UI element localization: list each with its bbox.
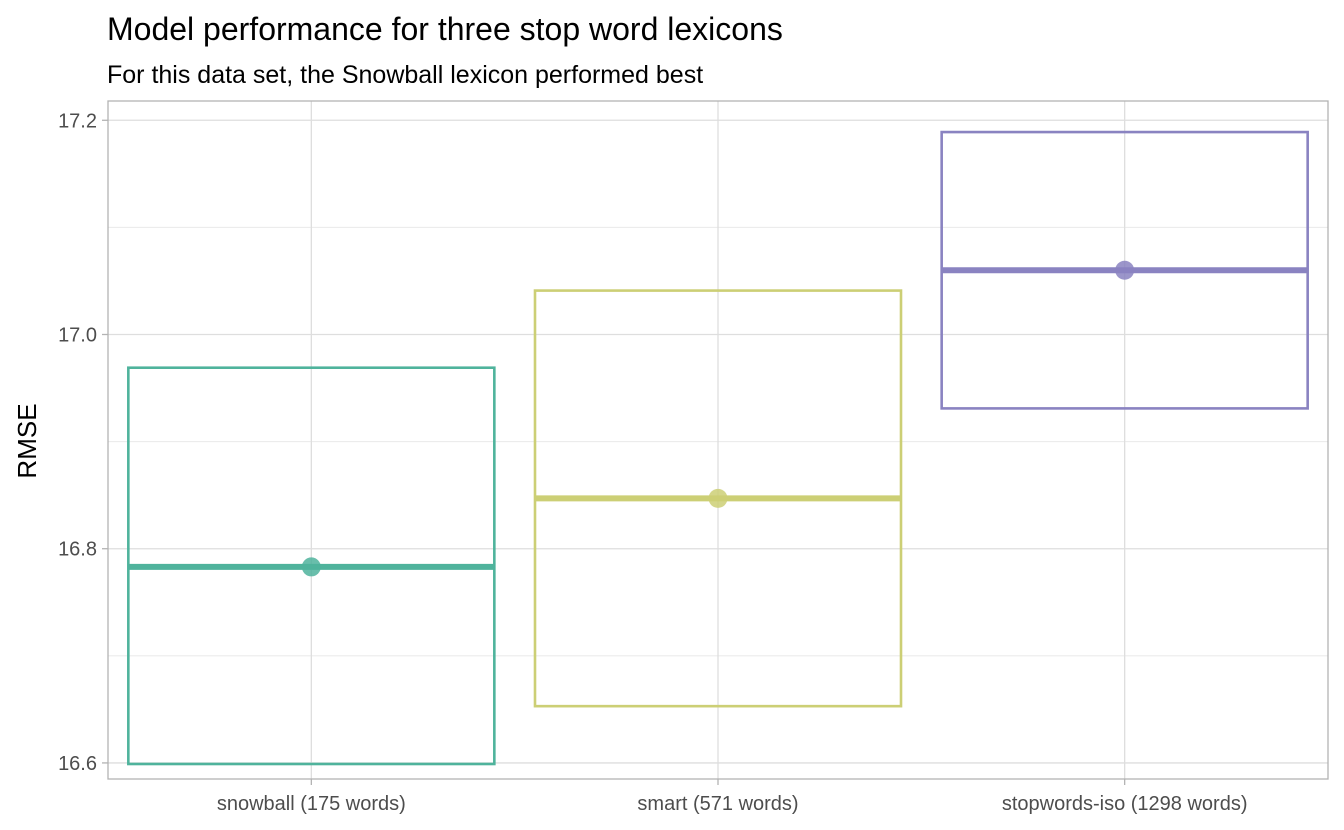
y-axis-title: RMSE bbox=[12, 403, 42, 478]
chart-subtitle: For this data set, the Snowball lexicon … bbox=[107, 61, 703, 89]
mean-point-1 bbox=[708, 488, 728, 508]
y-tick-label-3: 17.2 bbox=[58, 110, 97, 132]
mean-point-0 bbox=[301, 557, 321, 577]
x-tick-label-0: snowball (175 words) bbox=[217, 793, 406, 815]
x-tick-label-2: stopwords-iso (1298 words) bbox=[1002, 793, 1248, 815]
plot-area: 16.6 16.8 17.0 17.2 snowball (175 words) smar… bbox=[58, 100, 1329, 815]
y-tick-label-2: 17.0 bbox=[58, 324, 97, 346]
y-tick-label-0: 16.6 bbox=[58, 753, 97, 775]
chart-title: Model performance for three stop word le… bbox=[107, 11, 783, 47]
mean-point-2 bbox=[1115, 260, 1135, 280]
x-tick-label-1: smart (571 words) bbox=[637, 793, 798, 815]
y-tick-label-1: 16.8 bbox=[58, 539, 97, 561]
